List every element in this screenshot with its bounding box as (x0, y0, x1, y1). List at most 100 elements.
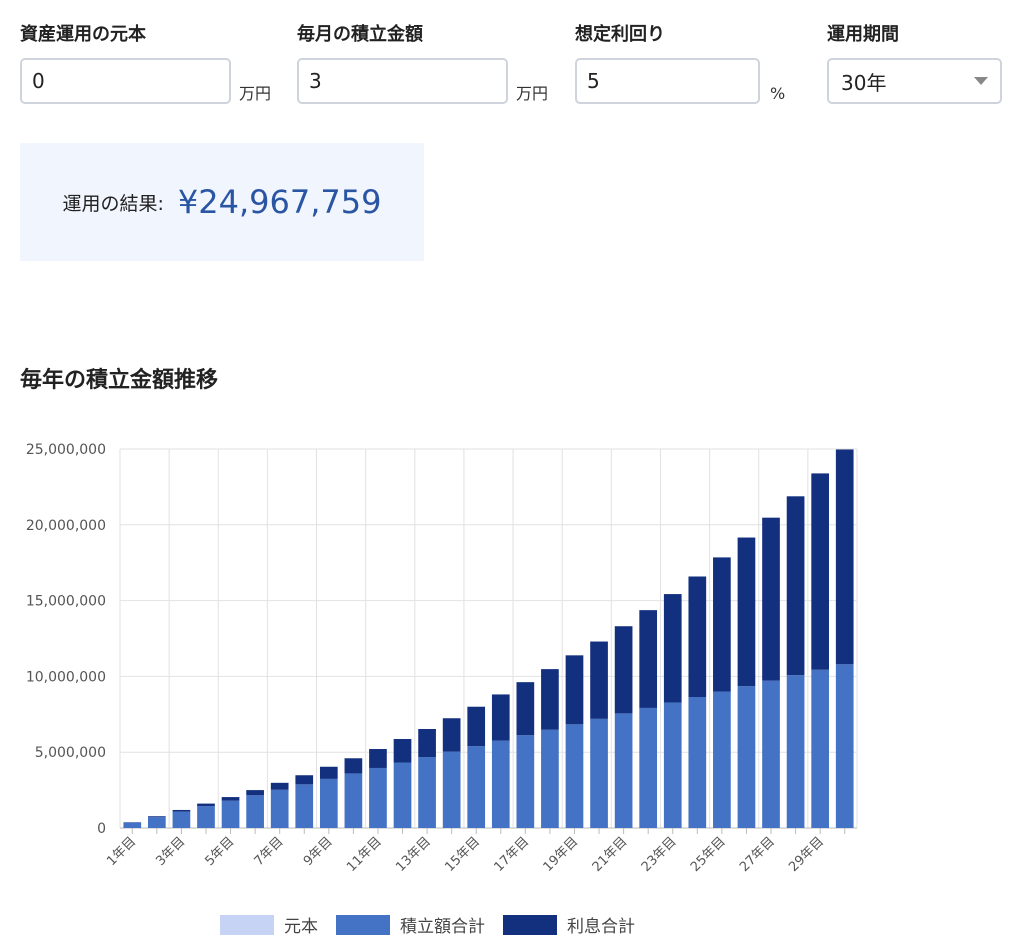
x-tick-label: 23年目 (639, 834, 680, 875)
bar-segment-contrib[interactable] (246, 795, 264, 828)
legend-swatch-principal (220, 914, 274, 935)
bar-segment-contrib[interactable] (393, 762, 412, 828)
period-field: 運用期間 30年 (827, 22, 1002, 104)
bar-segment-contrib[interactable] (344, 773, 363, 828)
bar-segment-interest[interactable] (172, 809, 191, 812)
monthly-unit: 万円 (516, 84, 549, 103)
bar-segment-contrib[interactable] (270, 789, 289, 828)
bar-segment-interest[interactable] (418, 729, 436, 758)
bar-segment-contrib[interactable] (491, 740, 510, 828)
bar-segment-interest[interactable] (614, 626, 633, 714)
y-tick-label: 25,000,000 (26, 442, 106, 458)
bar-segment-interest[interactable] (148, 816, 166, 818)
bar-segment-interest[interactable] (713, 557, 731, 692)
bar-segment-interest[interactable] (786, 496, 805, 676)
bar-segment-interest[interactable] (663, 594, 682, 703)
bar-segment-interest[interactable] (344, 758, 363, 774)
bar-segment-contrib[interactable] (565, 724, 584, 828)
bar-segment-contrib[interactable] (786, 675, 805, 828)
bar-segment-interest[interactable] (393, 739, 412, 763)
bar-segment-interest[interactable] (590, 641, 608, 719)
bar-segment-interest[interactable] (221, 797, 240, 801)
x-tick-label: 27年目 (737, 834, 778, 875)
x-tick-label: 15年目 (442, 834, 483, 875)
legend-item-interest[interactable]: 利息合計 (503, 912, 635, 937)
x-tick-label: 11年目 (344, 834, 385, 875)
principal-field: 資産運用の元本 万円 (20, 22, 271, 104)
bar-segment-contrib[interactable] (516, 735, 535, 828)
rate-unit: % (770, 84, 786, 103)
bar-segment-contrib[interactable] (811, 669, 829, 828)
bar-segment-interest[interactable] (639, 610, 658, 708)
rate-input[interactable] (575, 58, 760, 104)
principal-unit: 万円 (239, 84, 272, 103)
bar-segment-interest[interactable] (442, 718, 461, 752)
bar-segment-contrib[interactable] (148, 817, 166, 828)
chart-legend: 元本 積立額合計 利息合計 (220, 912, 653, 937)
legend-item-contrib[interactable]: 積立額合計 (336, 912, 485, 937)
bar-segment-contrib[interactable] (590, 718, 608, 828)
legend-label-interest: 利息合計 (567, 917, 635, 937)
chevron-down-icon (974, 77, 988, 85)
bar-segment-interest[interactable] (295, 775, 314, 785)
bar-segment-contrib[interactable] (295, 784, 314, 828)
period-select[interactable]: 30年 (827, 58, 1002, 104)
bar-segment-contrib[interactable] (614, 713, 633, 828)
x-tick-label: 25年目 (688, 834, 729, 875)
bar-segment-interest[interactable] (270, 782, 289, 790)
bar-segment-contrib[interactable] (835, 664, 854, 828)
period-label: 運用期間 (827, 24, 899, 45)
period-select-value: 30年 (841, 70, 887, 95)
y-tick-label: 0 (97, 821, 106, 837)
legend-swatch-contrib (336, 914, 390, 935)
bar-segment-contrib[interactable] (663, 702, 682, 828)
bar-segment-contrib[interactable] (418, 757, 436, 828)
bar-segment-contrib[interactable] (762, 680, 780, 828)
bar-segment-interest[interactable] (762, 517, 780, 681)
bar-segment-interest[interactable] (737, 537, 756, 687)
bar-segment-contrib[interactable] (713, 691, 731, 828)
bar-segment-contrib[interactable] (467, 746, 486, 828)
bar-segment-interest[interactable] (811, 473, 829, 670)
x-tick-label: 5年目 (203, 834, 238, 869)
bar-segment-interest[interactable] (491, 694, 510, 741)
legend-label-contrib: 積立額合計 (400, 917, 485, 937)
rate-label: 想定利回り (575, 24, 665, 45)
bar-segment-contrib[interactable] (639, 707, 658, 828)
bar-segment-interest[interactable] (516, 682, 535, 736)
monthly-label: 毎月の積立金額 (297, 24, 423, 45)
x-tick-label: 29年目 (786, 834, 827, 875)
bar-segment-interest[interactable] (688, 576, 707, 698)
bar-segment-contrib[interactable] (688, 697, 707, 828)
bar-segment-interest[interactable] (565, 655, 584, 725)
principal-input[interactable] (20, 58, 231, 104)
legend-swatch-interest (503, 914, 557, 935)
y-tick-label: 20,000,000 (26, 518, 106, 534)
bar-segment-contrib[interactable] (319, 778, 338, 828)
legend-item-principal[interactable]: 元本 (220, 912, 318, 937)
bar-segment-interest[interactable] (319, 766, 338, 779)
legend-label-principal: 元本 (284, 917, 318, 937)
result-value: ¥24,967,759 (177, 183, 382, 221)
bar-segment-contrib[interactable] (123, 822, 142, 828)
bar-segment-contrib[interactable] (737, 686, 756, 828)
bar-segment-contrib[interactable] (541, 729, 559, 828)
bar-segment-contrib[interactable] (221, 800, 240, 828)
x-tick-label: 21年目 (590, 834, 631, 875)
bar-segment-interest[interactable] (246, 790, 264, 796)
bar-segment-interest[interactable] (369, 749, 387, 768)
bar-segment-contrib[interactable] (172, 811, 191, 828)
x-tick-label: 3年目 (153, 834, 188, 869)
x-tick-label: 13年目 (393, 834, 434, 875)
bar-segment-interest[interactable] (197, 803, 215, 807)
bar-segment-contrib[interactable] (197, 806, 215, 828)
monthly-input[interactable] (297, 58, 508, 104)
bar-segment-interest[interactable] (541, 669, 559, 730)
x-tick-label: 19年目 (541, 834, 582, 875)
bar-segment-contrib[interactable] (369, 767, 387, 828)
bar-segment-interest[interactable] (835, 449, 854, 665)
bar-segment-interest[interactable] (467, 706, 486, 747)
principal-label: 資産運用の元本 (20, 24, 146, 45)
y-tick-label: 15,000,000 (26, 594, 106, 610)
bar-segment-contrib[interactable] (442, 751, 461, 828)
